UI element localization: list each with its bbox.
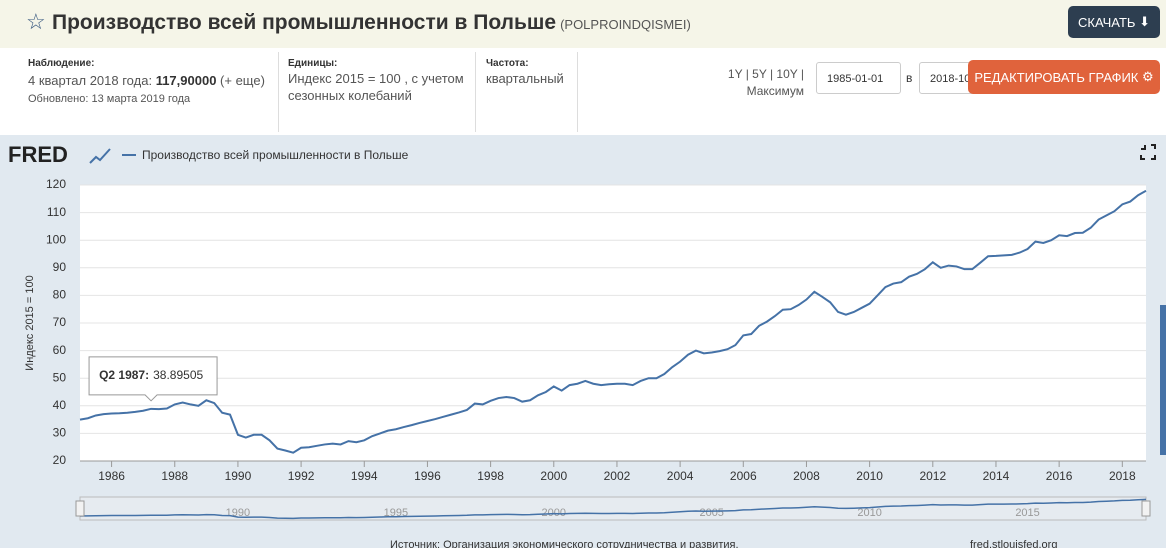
y-tick-label: 40 [53, 398, 67, 412]
observation-col: Наблюдение: 4 квартал 2018 года: 117,900… [28, 58, 268, 108]
range-links[interactable]: 1Y | 5Y | 10Y | Максимум [727, 67, 804, 98]
navigator-handle[interactable] [75, 500, 85, 517]
source: Источник: Организация экономического сот… [390, 539, 739, 548]
fred-logo: FRED [8, 142, 68, 167]
fullscreen-icon[interactable] [1140, 144, 1156, 160]
x-tick-label: 2002 [604, 469, 631, 483]
y-tick-label: 70 [53, 315, 67, 329]
edit-button[interactable]: РЕДАКТИРОВАТЬ ГРАФИК ⚙ [968, 60, 1160, 94]
x-tick-label: 1990 [225, 469, 252, 483]
tooltip-period: Q2 1987: [99, 368, 149, 382]
x-tick-label: 2004 [667, 469, 694, 483]
page-title: Производство всей промышленности в Польш… [52, 11, 691, 35]
obs-value: 117,90000 [155, 73, 217, 88]
edit-text: РЕДАКТИРОВАТЬ ГРАФИК [974, 69, 1139, 85]
y-axis-label: Индекс 2015 = 100 [24, 275, 36, 370]
navigator-handle[interactable] [1141, 500, 1151, 517]
series-line [79, 189, 1147, 454]
divider [475, 52, 476, 132]
site: fred.stlouisfed.org [970, 539, 1057, 548]
x-tick-label: 1992 [288, 469, 315, 483]
y-tick-label: 20 [53, 453, 67, 467]
y-tick-label: 60 [53, 343, 67, 357]
y-tick-label: 120 [46, 177, 66, 191]
download-button[interactable]: СКАЧАТЬ ⬇ [1068, 6, 1160, 38]
x-tick-label: 1994 [351, 469, 378, 483]
title-text: Производство всей промышленности в Польш… [52, 11, 557, 34]
navigator-tick-label: 2010 [857, 507, 881, 519]
units-label: Единицы: [288, 58, 338, 69]
y-tick-label: 80 [53, 288, 67, 302]
x-tick-label: 1996 [414, 469, 441, 483]
tooltip-text: Q2 1987: 38.89505 [99, 368, 203, 382]
obs-line: 4 квартал 2018 года: 117,90000 (+ еще) [28, 72, 268, 89]
date-sep: в [906, 71, 913, 85]
scrollbar[interactable] [1160, 305, 1166, 455]
y-tick-label: 100 [46, 232, 66, 246]
navigator-tick-label: 2005 [699, 507, 723, 519]
obs-period: 4 квартал 2018 года: [28, 73, 153, 88]
x-tick-label: 2008 [793, 469, 820, 483]
y-tick-label: 30 [53, 426, 67, 440]
x-tick-label: 2012 [919, 469, 946, 483]
date-from[interactable]: 1985-01-01 [816, 62, 901, 94]
x-tick-label: 1988 [161, 469, 188, 483]
tooltip-box [88, 356, 218, 402]
tooltip-value: 38.89505 [153, 368, 203, 382]
freq-label: Частота: [486, 58, 529, 69]
divider [577, 52, 578, 132]
x-tick-label: 2016 [1046, 469, 1073, 483]
obs-more[interactable]: (+ еще) [220, 73, 265, 88]
x-tick-label: 2018 [1109, 469, 1136, 483]
logo-icon [89, 148, 111, 164]
y-tick-label: 50 [53, 370, 67, 384]
units: Индекс 2015 = 100 , с учетом сезонных ко… [288, 71, 464, 103]
divider [278, 52, 279, 132]
download-text: СКАЧАТЬ [1078, 14, 1136, 30]
x-tick-label: 2006 [730, 469, 757, 483]
units-col: Единицы: Индекс 2015 = 100 , с учетом се… [288, 58, 468, 104]
legend-label: Производство всей промышленности в Польш… [142, 148, 409, 162]
frequency: квартальный [486, 71, 564, 86]
favorite-star[interactable]: ☆ [26, 9, 46, 34]
navigator-line [79, 498, 1147, 520]
x-tick-label: 1986 [98, 469, 125, 483]
x-tick-label: 2010 [856, 469, 883, 483]
updated: Обновлено: 13 марта 2019 года [28, 93, 191, 105]
y-tick-label: 110 [47, 205, 66, 219]
x-tick-label: 2014 [983, 469, 1010, 483]
series-id: (POLPROINDQISMEI) [560, 17, 691, 32]
header: ☆ Производство всей промышленности в Пол… [0, 0, 1166, 48]
x-tick-label: 2000 [540, 469, 567, 483]
navigator-tick-label: 2015 [1015, 507, 1039, 519]
freq-col: Частота: квартальный [486, 58, 576, 87]
obs-label: Наблюдение: [28, 58, 95, 69]
chart: FRED Производство всей промышленности в … [0, 135, 1166, 548]
x-tick-label: 1998 [477, 469, 504, 483]
y-tick-label: 90 [53, 260, 67, 274]
